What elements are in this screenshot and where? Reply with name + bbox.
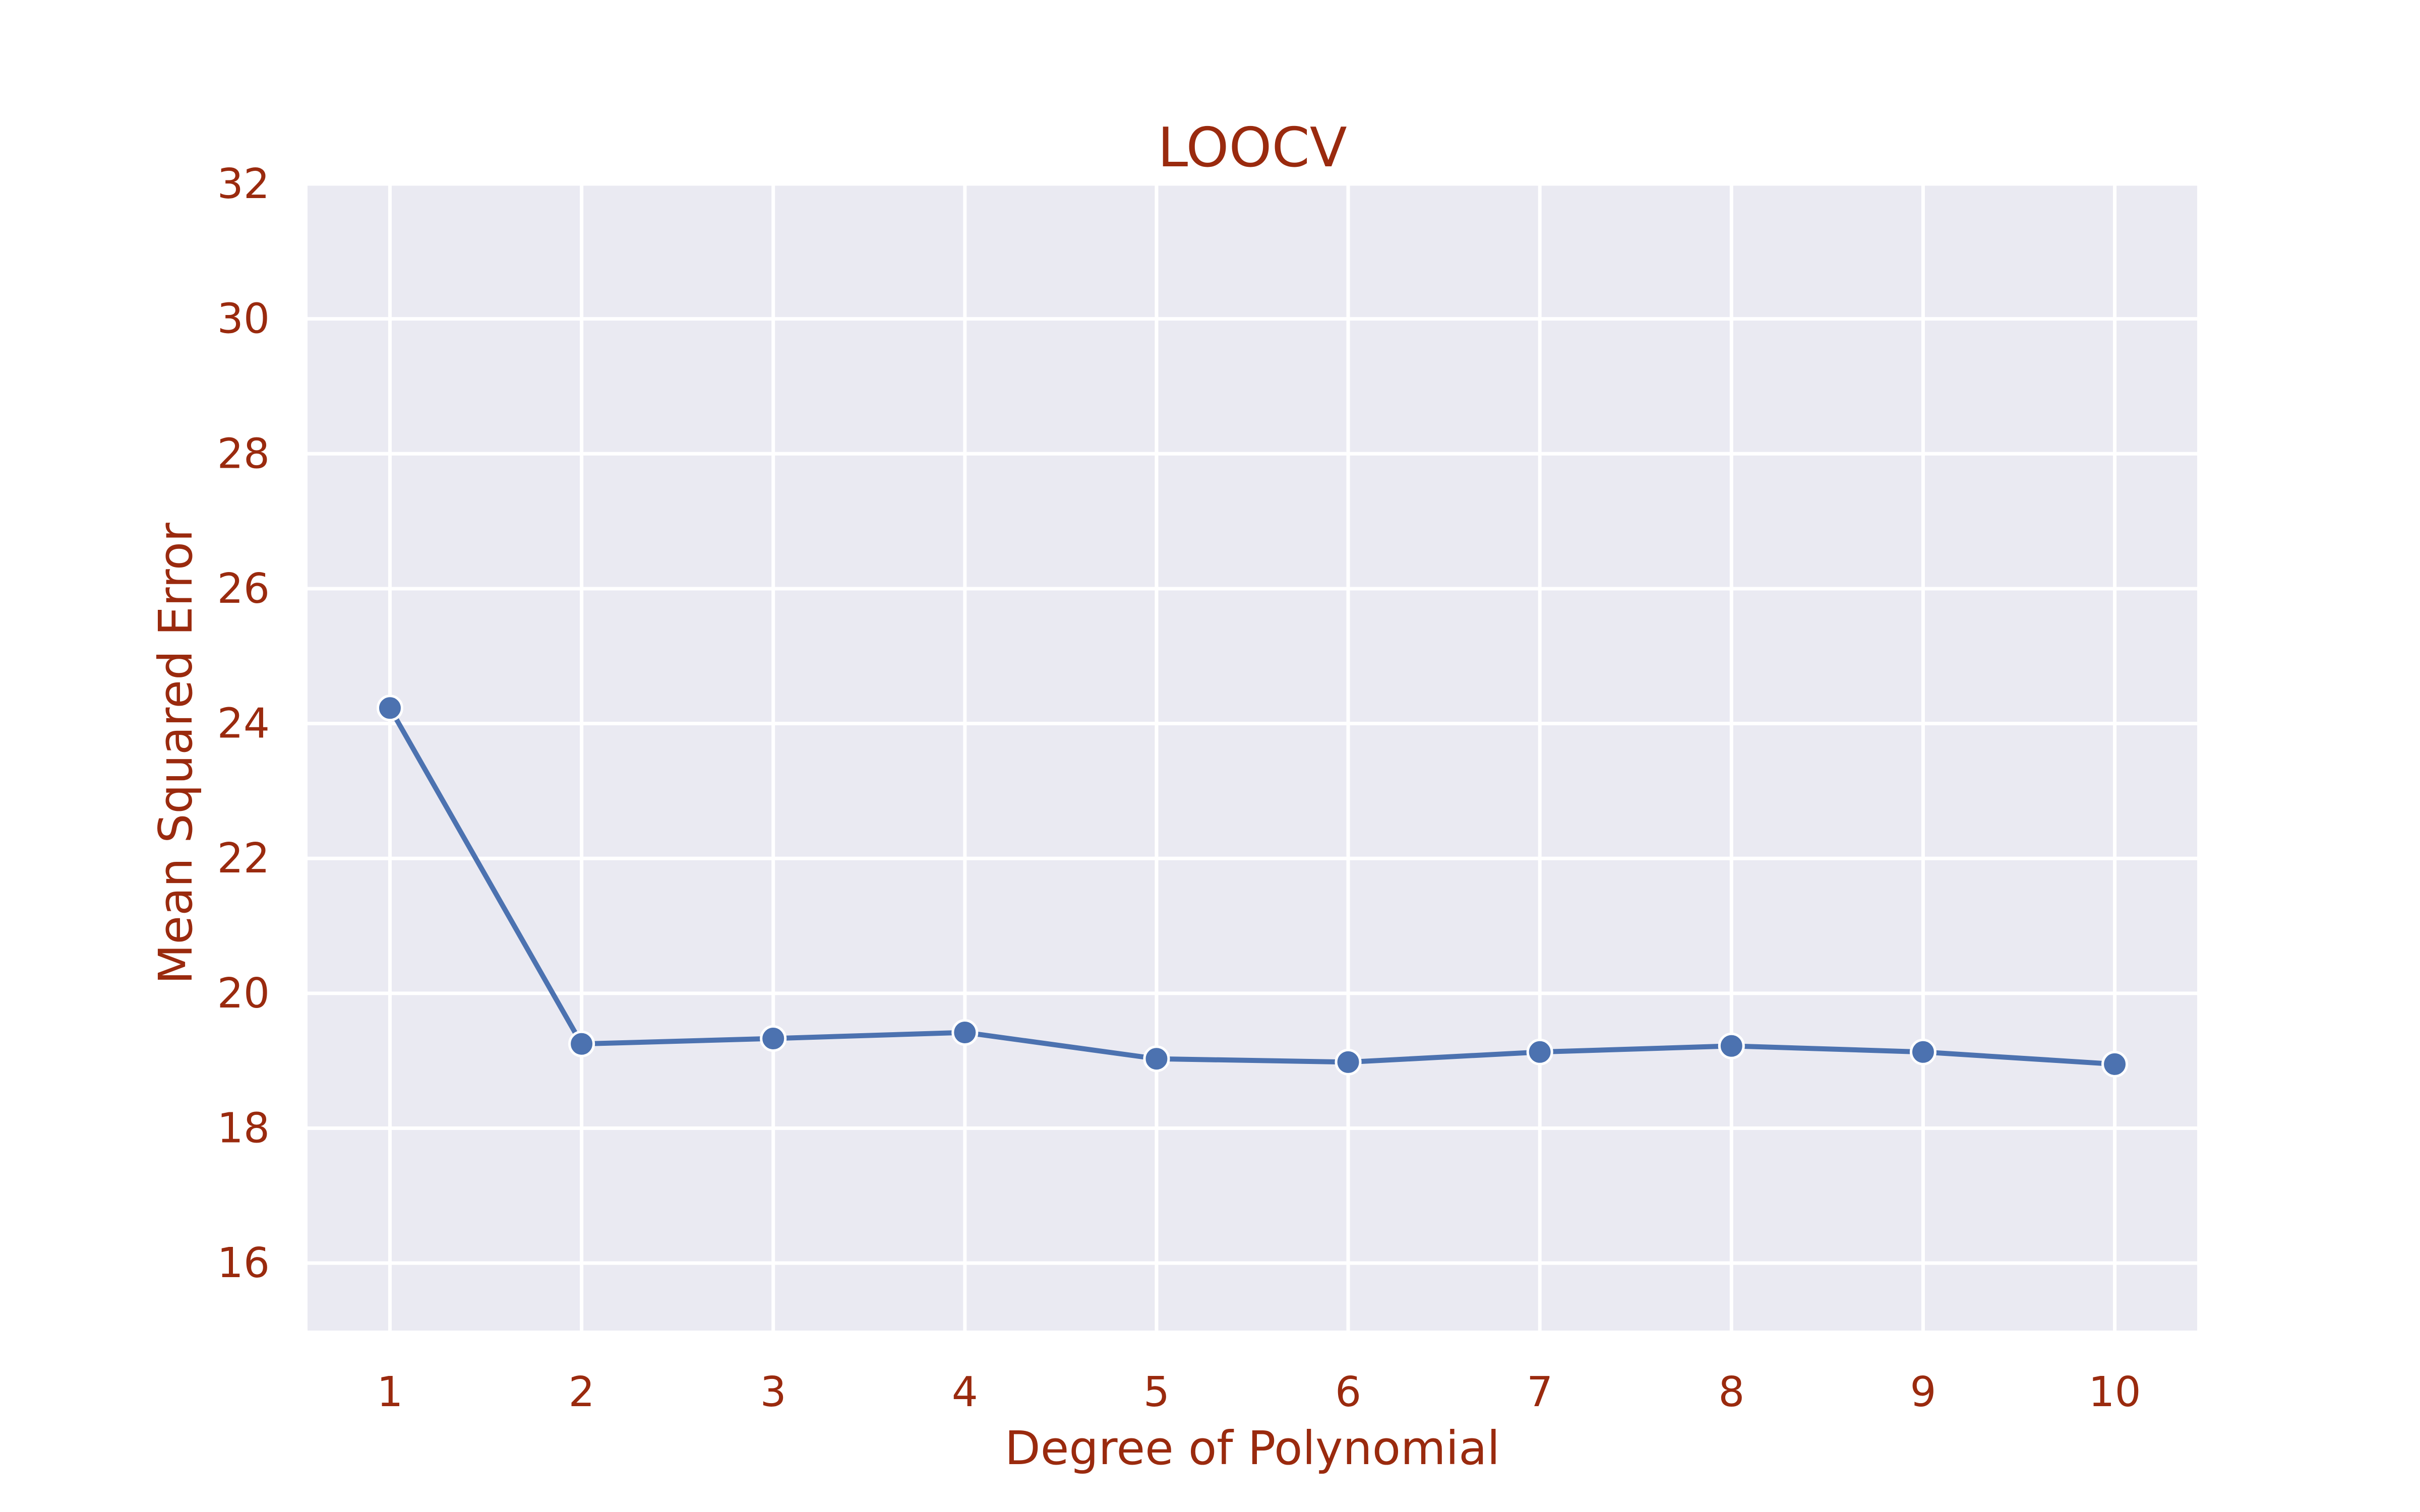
x-tick-label: 3: [760, 1368, 786, 1416]
y-tick-label: 22: [217, 835, 270, 883]
y-tick-label: 28: [217, 430, 270, 478]
x-tick-label: 10: [2088, 1368, 2141, 1416]
y-tick-label: 16: [217, 1239, 270, 1287]
x-axis-label: Degree of Polynomial: [1005, 1421, 1500, 1475]
y-tick-label: 30: [217, 295, 270, 343]
data-point: [2101, 1050, 2129, 1078]
data-point: [1718, 1032, 1745, 1059]
data-point: [760, 1025, 787, 1052]
series-line: [388, 707, 2115, 1067]
x-tick-label: 2: [568, 1368, 594, 1416]
y-tick-label: 18: [217, 1105, 270, 1153]
data-point: [1335, 1048, 1362, 1076]
y-tick-labels: 16 18 20 22 24 26 28 30 32: [217, 160, 270, 1287]
y-tick-label: 26: [217, 565, 270, 613]
x-tick-label: 1: [377, 1368, 403, 1416]
plot-area: [308, 184, 2197, 1331]
y-tick-label: 32: [217, 160, 270, 208]
x-gridlines: [388, 184, 2117, 1331]
x-tick-labels: 1 2 3 4 5 6 7 8 9 10: [377, 1368, 2141, 1416]
data-point: [1526, 1038, 1553, 1065]
chart-title: LOOCV: [1158, 116, 1347, 179]
y-axis-label: Mean Squared Error: [149, 523, 203, 984]
data-point: [951, 1019, 979, 1046]
data-point: [1143, 1045, 1170, 1073]
data-points: [376, 695, 2129, 1078]
data-point: [568, 1030, 595, 1057]
y-tick-label: 20: [217, 970, 270, 1018]
y-gridlines: [308, 182, 2197, 1265]
x-tick-label: 6: [1335, 1368, 1361, 1416]
data-point: [376, 695, 403, 722]
x-tick-label: 8: [1718, 1368, 1744, 1416]
x-tick-label: 7: [1527, 1368, 1553, 1416]
x-tick-label: 4: [952, 1368, 978, 1416]
x-tick-label: 5: [1143, 1368, 1170, 1416]
data-point: [1909, 1038, 1937, 1065]
y-tick-label: 24: [217, 700, 270, 748]
x-tick-label: 9: [1910, 1368, 1936, 1416]
